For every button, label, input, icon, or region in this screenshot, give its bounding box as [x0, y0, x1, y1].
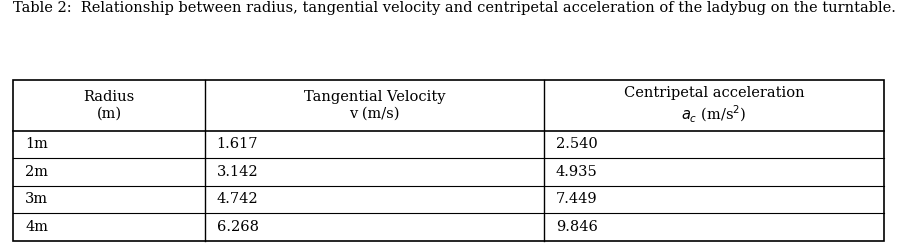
Text: Tangential Velocity
v (m/s): Tangential Velocity v (m/s)	[304, 90, 445, 121]
Text: 1.617: 1.617	[216, 138, 258, 151]
Text: Radius
(m): Radius (m)	[83, 90, 135, 121]
Bar	[13, 80, 884, 241]
Text: 6.268: 6.268	[216, 220, 258, 234]
Text: 1m: 1m	[25, 138, 48, 151]
Text: 3m: 3m	[25, 192, 48, 206]
Text: 4m: 4m	[25, 220, 48, 234]
Text: 2m: 2m	[25, 165, 48, 179]
Text: 2.540: 2.540	[556, 138, 597, 151]
Text: 4.742: 4.742	[216, 192, 258, 206]
Text: Table 2:  Relationship between radius, tangential velocity and centripetal accel: Table 2: Relationship between radius, ta…	[13, 1, 896, 15]
Text: 9.846: 9.846	[556, 220, 597, 234]
Text: Centripetal acceleration
$a_c$ (m/s$^2$): Centripetal acceleration $a_c$ (m/s$^2$)	[623, 86, 805, 125]
Text: 3.142: 3.142	[216, 165, 258, 179]
Text: 4.935: 4.935	[556, 165, 597, 179]
Text: 7.449: 7.449	[556, 192, 597, 206]
